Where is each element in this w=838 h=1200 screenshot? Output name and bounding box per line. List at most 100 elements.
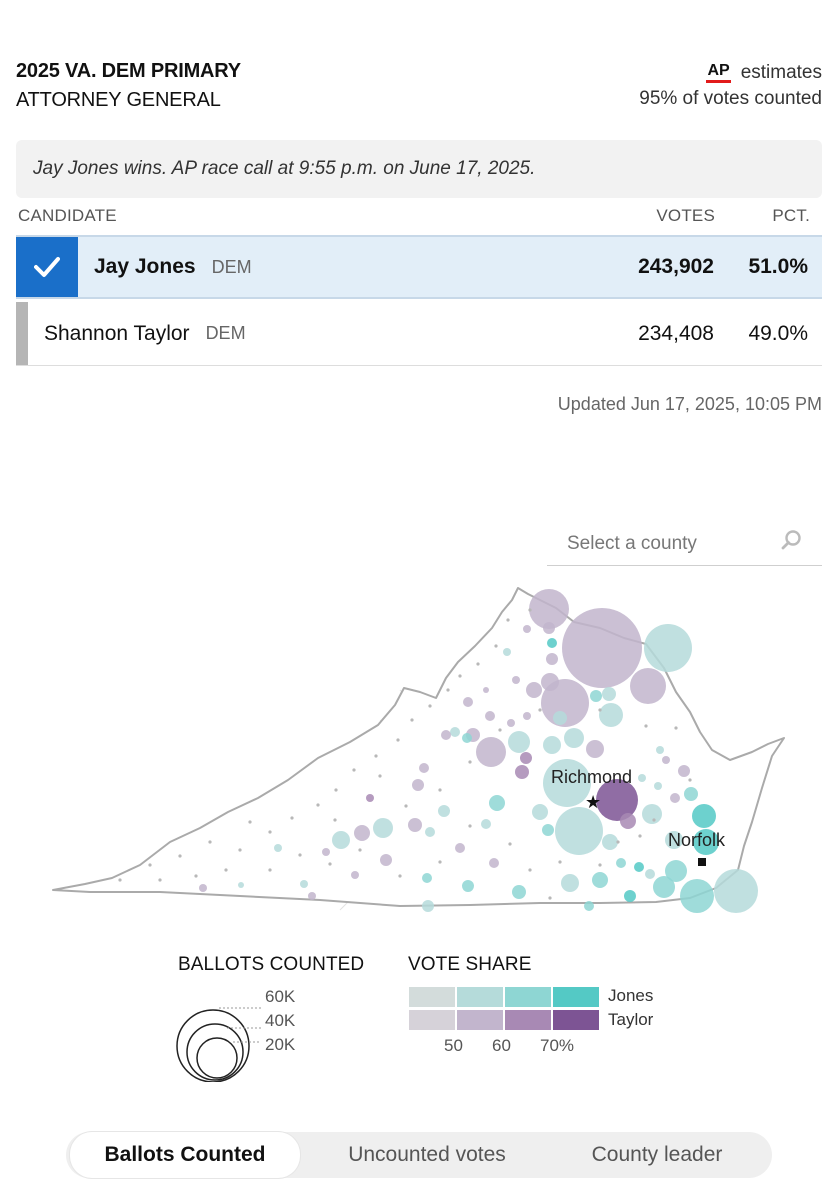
county-bubble[interactable] xyxy=(542,824,554,836)
county-bubble[interactable] xyxy=(481,819,491,829)
county-bubble[interactable] xyxy=(489,858,499,868)
county-bubble[interactable] xyxy=(523,712,531,720)
county-search-input[interactable] xyxy=(565,532,789,556)
county-bubble[interactable] xyxy=(634,862,644,872)
county-bubble[interactable] xyxy=(555,807,603,855)
county-bubble[interactable] xyxy=(561,874,579,892)
county-bubble[interactable] xyxy=(512,676,520,684)
county-bubble[interactable] xyxy=(450,727,460,737)
county-bubble[interactable] xyxy=(680,879,714,913)
county-bubble[interactable] xyxy=(476,737,506,767)
map-view-toggle[interactable]: Ballots Counted Uncounted votes County l… xyxy=(66,1132,772,1178)
county-bubble[interactable] xyxy=(238,882,244,888)
county-bubble[interactable] xyxy=(653,876,675,898)
county-bubble[interactable] xyxy=(592,872,608,888)
search-icon[interactable] xyxy=(780,529,802,551)
county-bubble[interactable] xyxy=(553,711,567,725)
county-bubble[interactable] xyxy=(366,794,374,802)
county-bubble[interactable] xyxy=(507,719,515,727)
county-bubble[interactable] xyxy=(462,733,472,743)
county-bubble[interactable] xyxy=(638,774,646,782)
county-bubble[interactable] xyxy=(547,638,557,648)
county-bubble[interactable] xyxy=(199,884,207,892)
county-bubble[interactable] xyxy=(308,892,316,900)
county-bubble[interactable] xyxy=(373,818,393,838)
county-bubble[interactable] xyxy=(596,779,638,821)
county-bubble[interactable] xyxy=(584,901,594,911)
county-bubble[interactable] xyxy=(441,730,451,740)
county-bubble[interactable] xyxy=(422,873,432,883)
county-bubble[interactable] xyxy=(380,854,392,866)
county-bubble[interactable] xyxy=(322,848,330,856)
tab-uncounted-votes[interactable]: Uncounted votes xyxy=(348,1143,506,1166)
county-bubble[interactable] xyxy=(508,731,530,753)
county-bubble[interactable] xyxy=(616,858,626,868)
county-bubble[interactable] xyxy=(562,608,642,688)
county-dot xyxy=(498,728,502,732)
county-bubble[interactable] xyxy=(512,885,526,899)
county-bubble[interactable] xyxy=(644,624,692,672)
tab-county-leader[interactable]: County leader xyxy=(591,1143,723,1166)
county-bubble[interactable] xyxy=(300,880,308,888)
tab-ballots-counted[interactable]: Ballots Counted xyxy=(70,1132,300,1178)
county-bubble[interactable] xyxy=(354,825,370,841)
county-bubble[interactable] xyxy=(543,736,561,754)
county-bubble[interactable] xyxy=(543,622,555,634)
county-bubble[interactable] xyxy=(463,697,473,707)
county-bubble[interactable] xyxy=(564,728,584,748)
county-bubble[interactable] xyxy=(602,834,618,850)
county-bubble[interactable] xyxy=(541,673,559,691)
county-bubble[interactable] xyxy=(590,690,602,702)
county-bubble[interactable] xyxy=(489,795,505,811)
county-bubble[interactable] xyxy=(541,679,589,727)
county-bubble[interactable] xyxy=(624,890,636,902)
county-bubble[interactable] xyxy=(692,804,716,828)
county-bubble[interactable] xyxy=(586,740,604,758)
county-bubble[interactable] xyxy=(520,752,532,764)
table-row[interactable]: Shannon Taylor DEM 234,408 49.0% xyxy=(16,302,822,366)
county-bubble[interactable] xyxy=(274,844,282,852)
county-bubble[interactable] xyxy=(503,648,511,656)
county-bubble[interactable] xyxy=(546,653,558,665)
county-bubble[interactable] xyxy=(351,871,359,879)
county-bubble[interactable] xyxy=(662,756,670,764)
county-bubble[interactable] xyxy=(665,831,683,849)
county-dot xyxy=(118,878,122,882)
county-bubble[interactable] xyxy=(684,787,698,801)
county-bubble[interactable] xyxy=(602,687,616,701)
county-bubble[interactable] xyxy=(656,746,664,754)
county-bubble[interactable] xyxy=(483,687,489,693)
county-bubble[interactable] xyxy=(485,711,495,721)
county-bubble[interactable] xyxy=(455,843,465,853)
county-bubble[interactable] xyxy=(526,682,542,698)
county-bubble[interactable] xyxy=(670,793,680,803)
county-bubble[interactable] xyxy=(620,813,636,829)
county-bubble[interactable] xyxy=(543,759,591,807)
county-bubble[interactable] xyxy=(462,880,474,892)
county-bubble[interactable] xyxy=(532,804,548,820)
county-bubble[interactable] xyxy=(714,869,758,913)
table-row[interactable]: Jay Jones DEM 243,902 51.0% xyxy=(16,235,822,299)
county-bubble[interactable] xyxy=(654,782,662,790)
county-bubble[interactable] xyxy=(515,765,529,779)
county-bubble[interactable] xyxy=(438,805,450,817)
county-bubble[interactable] xyxy=(693,829,719,855)
county-dot xyxy=(506,618,510,622)
county-bubble[interactable] xyxy=(422,900,434,912)
county-bubble[interactable] xyxy=(408,818,422,832)
county-bubble[interactable] xyxy=(645,869,655,879)
county-bubble[interactable] xyxy=(332,831,350,849)
county-bubble[interactable] xyxy=(412,779,424,791)
county-bubble[interactable] xyxy=(599,703,623,727)
county-bubble[interactable] xyxy=(630,668,666,704)
city-label-norfolk: Norfolk xyxy=(668,830,726,850)
county-search[interactable] xyxy=(547,523,822,566)
county-bubble[interactable] xyxy=(419,763,429,773)
county-bubble[interactable] xyxy=(678,765,690,777)
county-bubble[interactable] xyxy=(529,589,569,629)
county-bubble[interactable] xyxy=(665,860,687,882)
county-bubble[interactable] xyxy=(425,827,435,837)
county-bubble[interactable] xyxy=(642,804,662,824)
virginia-bubble-map[interactable]: Richmond ★ Norfolk xyxy=(0,580,838,930)
county-bubble[interactable] xyxy=(523,625,531,633)
